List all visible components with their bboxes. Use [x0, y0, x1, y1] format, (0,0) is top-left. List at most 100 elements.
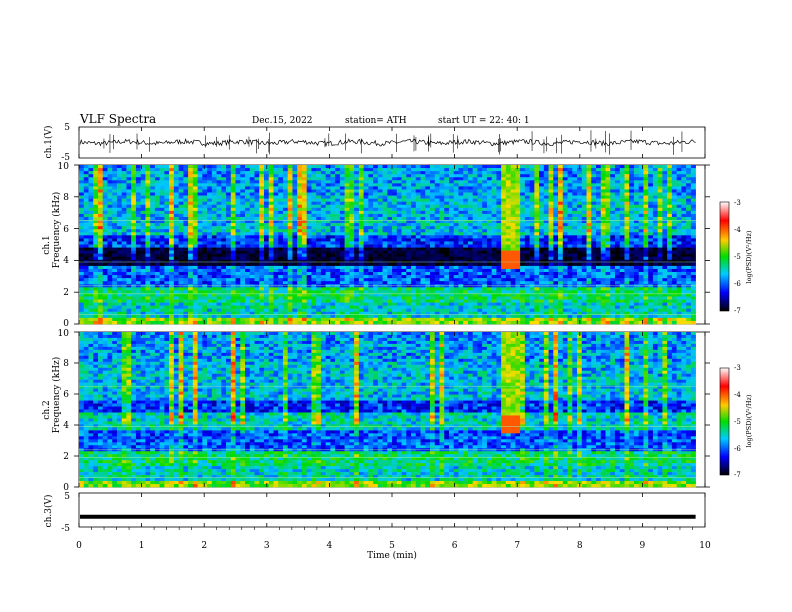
spectrogram-cell: [344, 174, 350, 178]
spectrogram-cell: [553, 201, 559, 206]
spectrogram-cell: [282, 216, 288, 221]
spectrogram-cell: [543, 226, 549, 230]
spectrogram-cell: [102, 192, 108, 196]
spectrogram-cell: [358, 165, 364, 169]
spectrogram-cell: [477, 195, 483, 199]
spectrogram-cell: [183, 238, 189, 242]
spectrogram-cell: [349, 186, 355, 190]
spectrogram-cell: [662, 174, 668, 178]
spectrogram-cell: [524, 229, 530, 233]
spectrogram-cell: [543, 244, 549, 248]
spectrogram-cell: [263, 275, 270, 279]
spectrogram-cell: [534, 195, 540, 199]
spectrogram-cell: [448, 272, 455, 276]
spectrogram-cell: [448, 259, 455, 264]
spectrogram-cell: [278, 238, 284, 242]
spectrogram-cell: [164, 204, 170, 209]
spectrogram-cell: [467, 186, 473, 190]
spectrogram-cell: [97, 265, 104, 270]
spectrogram-cell: [458, 174, 464, 178]
spectrogram-cell: [652, 195, 658, 199]
spectrogram-cell: [316, 183, 322, 187]
spectrogram-cell: [477, 232, 483, 236]
spectrogram-cell: [671, 216, 677, 221]
spectrogram-cell: [273, 213, 279, 218]
spectrogram-cell: [188, 278, 194, 282]
spectrogram-cell: [629, 268, 635, 273]
spectrogram-cell: [667, 262, 673, 267]
spectrogram-cell: [79, 168, 85, 172]
spectrogram-cell: [543, 268, 549, 273]
spectrogram-cell: [676, 207, 682, 212]
spectrogram-cell: [614, 210, 621, 215]
spectrogram-cell: [183, 189, 189, 193]
spectrogram-cell: [339, 210, 345, 215]
spectrogram-cell: [354, 201, 360, 206]
spectrogram-cell: [330, 268, 336, 273]
spectrogram-cell: [316, 278, 322, 282]
spectrogram-cell: [178, 213, 184, 218]
spectrogram-cell: [154, 201, 160, 206]
spectrogram-cell: [396, 210, 402, 215]
spectrogram-cell: [126, 207, 132, 212]
spectrogram-cell: [216, 244, 222, 248]
spectrogram-cell: [676, 165, 682, 169]
spectrogram-cell: [486, 265, 492, 270]
spectrogram-cell: [638, 174, 644, 178]
spectrogram-cell: [207, 268, 213, 273]
spectrogram-cell: [159, 235, 165, 239]
spectrogram-cell: [363, 229, 369, 233]
spectrogram-cell: [178, 250, 184, 254]
spectrogram-cell: [562, 174, 568, 178]
spectrogram-cell: [297, 220, 303, 224]
spectrogram-cell: [467, 250, 473, 254]
spectrogram-cell: [368, 195, 374, 199]
spectrogram-cell: [524, 210, 530, 215]
spectrogram-cell: [638, 238, 644, 242]
spectrogram-cell: [339, 165, 345, 169]
spectrogram-cell: [458, 223, 464, 227]
spectrogram-cell: [121, 183, 127, 187]
spectrogram-cell: [145, 235, 151, 239]
spectrogram-cell: [140, 247, 146, 251]
spectrogram-cell: [515, 250, 521, 254]
spectrogram-cell: [164, 223, 170, 227]
spectrogram-cell: [192, 168, 198, 172]
spectrogram-cell: [429, 275, 436, 279]
spectrogram-cell: [278, 265, 284, 270]
spectrogram-cell: [439, 256, 445, 261]
spectrogram-cell: [562, 210, 568, 215]
spectrogram-cell: [681, 180, 687, 184]
spectrogram-cell: [164, 195, 170, 199]
spectrogram-cell: [562, 247, 568, 251]
spectrogram-cell: [577, 223, 583, 227]
spectrogram-cell: [382, 216, 388, 221]
spectrogram-cell: [88, 174, 94, 178]
spectrogram-cell: [344, 244, 350, 248]
spectrogram-cell: [188, 262, 194, 267]
spectrogram-cell: [188, 272, 194, 276]
spectrogram-cell: [505, 216, 511, 221]
spectrogram-cell: [629, 244, 635, 248]
spectrogram-cell: [543, 195, 549, 199]
spectrogram-cell: [411, 174, 417, 178]
spectrogram-cell: [624, 229, 630, 233]
spectrogram-cell: [192, 259, 198, 264]
spectrogram-cell: [458, 204, 464, 209]
spectrogram-cell: [354, 207, 360, 212]
spectrogram-cell: [567, 238, 573, 242]
spectrogram-cell: [463, 210, 469, 215]
spectrogram-cell: [524, 265, 530, 270]
spectrogram-cell: [316, 238, 322, 242]
spectrogram-cell: [79, 204, 85, 209]
spectrogram-cell: [472, 229, 478, 233]
spectrogram-cell: [249, 223, 255, 227]
spectrogram-cell: [373, 183, 379, 187]
spectrogram-cell: [325, 204, 331, 209]
spectrogram-cell: [107, 247, 113, 251]
spectrogram-cell: [320, 201, 326, 206]
spectrogram-cell: [596, 195, 602, 199]
spectrogram-cell: [287, 262, 293, 267]
spectrogram-cell: [320, 229, 326, 233]
spectrogram-cell: [363, 207, 369, 212]
